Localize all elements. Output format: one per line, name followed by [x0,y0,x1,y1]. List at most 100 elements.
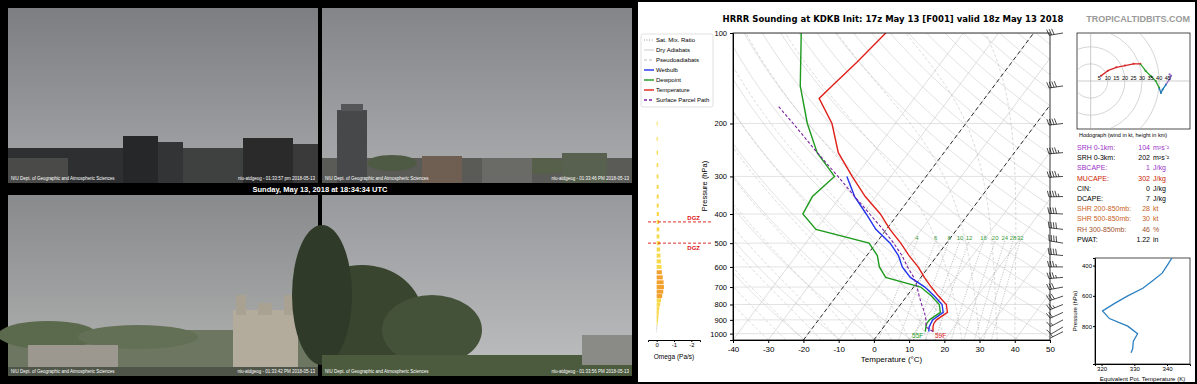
dry-adiabat [733,33,1019,340]
omega-bar [657,307,660,311]
wind-barb [1046,312,1063,318]
tick-mark [730,176,733,177]
tick-mark [839,340,840,343]
legend-swatch [644,60,654,61]
wind-barb [1046,304,1063,310]
x-axis: 0-1-2 [649,340,701,348]
moist-adiabat [733,33,927,340]
hodograph-segment [1116,66,1125,68]
omega-bar [656,321,658,325]
stat-unit: J/kg [1153,185,1166,193]
tick: 600 [1082,293,1095,299]
wind-barb [1047,327,1063,334]
profile-line [819,33,947,332]
wind-barb [1047,320,1064,327]
hodograph-tick-label: 10 [1105,75,1111,81]
mixing-ratio-line [913,241,949,340]
hodograph-segment [1163,84,1166,89]
omega-bars [657,121,664,332]
mixing-ratio-line [964,241,995,340]
grid-line [733,319,1050,320]
hodograph-tick-label: 45 [1165,75,1171,81]
tick-label: 330 [1130,366,1141,372]
moist-adiabat [733,33,803,340]
omega-bar [657,302,660,306]
tick-mark [730,243,733,244]
chart-title: HRRR Sounding at KDKB Init: 17z May 13 [… [723,14,1064,24]
scenery [123,136,158,183]
hodograph-axis [1090,33,1091,129]
tick-mark [730,267,733,268]
scenery [382,295,482,365]
dashed-isotherm [874,33,1050,340]
omega-bar [657,259,661,263]
stat-value: 104 [1138,144,1150,151]
dry-adiabat [1018,33,1050,340]
profile-line [847,176,943,331]
tick-label: 40 [1011,345,1020,354]
stat-unit: m²s⁻² [1153,144,1170,151]
hodograph-tick-label: 5 [1098,75,1101,81]
wind-barb [1048,207,1063,214]
omega-bar [657,270,662,274]
stat-value: 0 [1146,185,1150,192]
tick: 700 [714,283,733,292]
grid-line [733,213,1050,214]
omega-bar [656,121,658,125]
hodograph-segment [1140,64,1145,71]
stat-label: DCAPE: [1077,195,1103,202]
wind-barb [1049,235,1063,244]
stat-unit: J/kg [1153,195,1166,203]
tick-mark [730,304,733,305]
wind-barb [1047,81,1063,88]
isotherm [768,33,998,340]
omega-bar [657,137,658,141]
hodograph-tick-label: 35 [1148,75,1154,81]
tick-label: 400 [714,210,727,219]
mixing-ratio-line [878,241,917,340]
moist-adiabat [985,33,1016,340]
hodograph-segment [1156,81,1159,88]
dry-adiabat [744,33,1050,340]
omega-bar [657,294,663,298]
hodograph-ring [1077,33,1159,129]
panel-background [638,2,1195,382]
tick-mark [1093,266,1095,267]
omega-bar [657,310,659,314]
sky [8,195,318,376]
omega-bar [657,163,659,167]
stat-label: SBCAPE: [1077,164,1107,171]
dgz-line [648,221,712,222]
wind-barb [1050,332,1063,338]
theta-e-line [1103,258,1172,353]
tick-label: 0 [655,342,659,348]
stat-label: RH 300-850mb: [1077,226,1126,233]
tick-mark [909,340,910,343]
photo-credit: NIU Dept. of Geographic and Atmospheric … [325,176,429,181]
legend-box [641,34,713,107]
grid-line [733,243,1050,244]
mixing-ratio-label: 10 [957,235,964,241]
stat-unit: kt [1153,215,1159,222]
tick-mark [1015,340,1016,343]
grid-line [733,333,1050,334]
scenery [582,335,632,365]
dry-adiabat [733,33,805,340]
mixing-ratio-line [991,241,1020,340]
tick: 0 [655,340,659,348]
background-lines [733,33,1050,340]
tick: 40 [1011,340,1020,354]
tick: 500 [714,239,733,248]
wind-barb [1047,272,1063,278]
tick: 10 [905,340,914,354]
hodograph-segment [1108,67,1117,70]
isotherm [733,33,963,340]
scenery [367,155,417,171]
mixing-ratio-label: 32 [1017,235,1024,241]
tick-label: 1000 [710,330,727,339]
mixing-ratio-label: 24 [1001,235,1008,241]
x-axis-title: Equivalent Pot. Temperature (K) [1100,376,1185,382]
legend-swatch [644,79,654,80]
dry-adiabat [872,33,1050,340]
figure: NIU Dept. of Geographic and Atmospheric … [0,0,1197,384]
